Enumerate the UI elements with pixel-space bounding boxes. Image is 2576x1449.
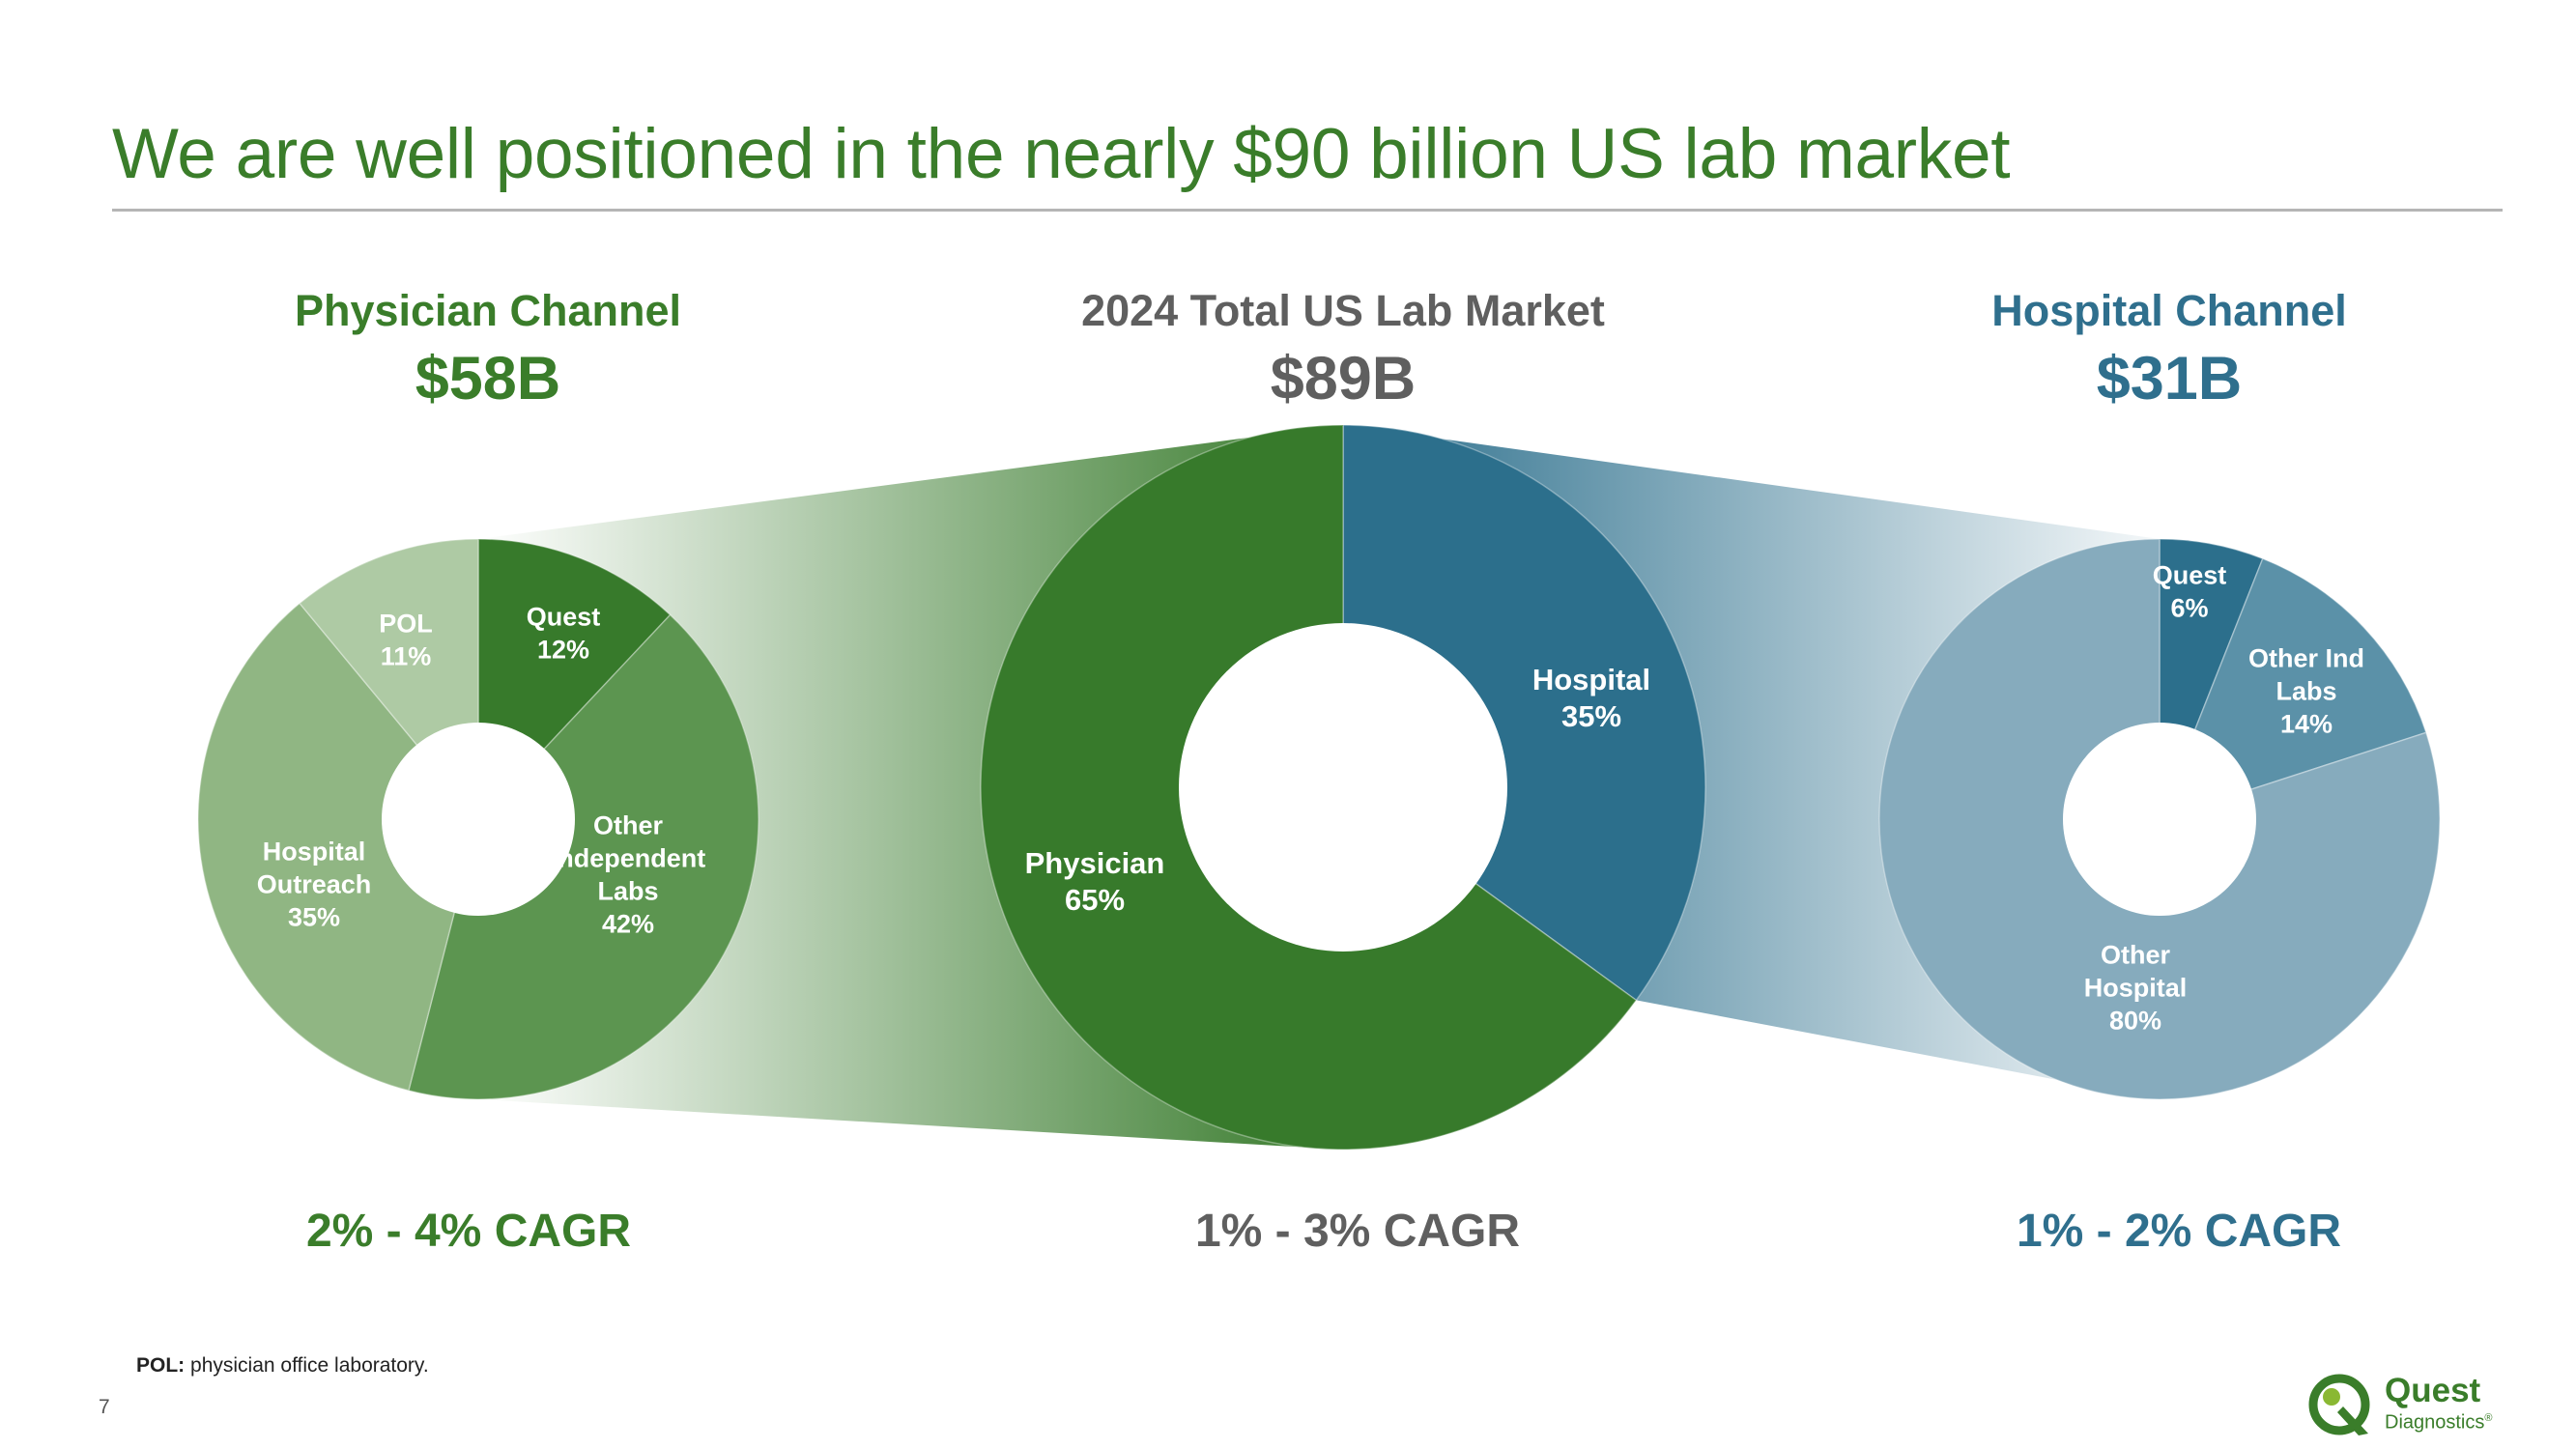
slice-label-line: Labs [2275, 676, 2336, 705]
cagr-physician-channel: 2% - 4% CAGR [306, 1206, 631, 1257]
quest-logo-icon [2308, 1374, 2370, 1435]
donut-physician-channel: Quest 12% Other Independent Labs 42% Hospital O… [197, 538, 759, 1100]
donut-hole [1179, 623, 1507, 952]
slice-label-line: 35% [1561, 699, 1621, 733]
slice-label-line: Other [593, 810, 664, 839]
slice-label-line: Physician [1025, 846, 1165, 880]
cagr-2024-total-us-lab-market: 1% - 3% CAGR [1195, 1206, 1520, 1257]
slice-label-line: POL [379, 609, 433, 638]
footnote-term: POL: [136, 1354, 186, 1377]
title-divider [112, 209, 2503, 212]
chart-total-physician-channel: $58B [415, 345, 561, 412]
slice-label-physician: Physician 65% [1025, 846, 1165, 917]
slice-label-quest: Quest 6% [2153, 560, 2227, 622]
chart-total-hospital-channel: $31B [2097, 345, 2243, 412]
chart-total-2024-total-us-lab-market: $89B [1271, 345, 1417, 412]
slice-label-line: 35% [288, 902, 340, 931]
donut-hospital-channel: Quest 6% Other Ind Labs 14% Other Hospital 80% [1878, 538, 2441, 1100]
slice-label-line: Outreach [257, 869, 372, 898]
slice-label-hospital-outreach: Hospital Outreach 35% [257, 837, 372, 931]
slice-label-line: 12% [537, 635, 589, 664]
slide-title: We are well positioned in the nearly $90… [112, 115, 2011, 193]
slice-label-line: Labs [597, 876, 658, 905]
donut-charts: Quest 12%Other Independent Labs 42%Hospital O… [197, 424, 2441, 1151]
slice-label-line: Hospital [1532, 663, 1650, 696]
quest-diagnostics-logo: Quest Diagnostics® [2304, 1370, 2517, 1437]
slice-label-line: Other Ind [2248, 643, 2364, 672]
cagr-hospital-channel: 1% - 2% CAGR [2017, 1206, 2341, 1257]
chart-title-physician-channel: Physician Channel [295, 286, 681, 335]
page-number: 7 [99, 1396, 110, 1418]
donut-2024-total-us-lab-market: Hospital 35% Physician 65% [980, 424, 1706, 1151]
slice-label-hospital: Hospital 35% [1532, 663, 1650, 733]
logo-text-quest: Quest [2385, 1372, 2481, 1409]
slice-label-line: Hospital [263, 837, 366, 866]
slice-label-line: Hospital [2084, 973, 2188, 1002]
donut-hole [382, 723, 575, 916]
slice-label-pol: POL 11% [379, 609, 433, 670]
slice-label-line: 80% [2109, 1006, 2161, 1035]
slice-label-line: Other [2101, 940, 2171, 969]
chart-title-2024-total-us-lab-market: 2024 Total US Lab Market [1081, 286, 1605, 335]
slice-label-quest: Quest 12% [527, 602, 601, 664]
slice-label-line: Independent [551, 843, 706, 872]
slice-label-line: 42% [602, 909, 654, 938]
slice-label-line: 65% [1065, 883, 1125, 917]
slice-physician-channel-other-independent-labs [407, 613, 759, 1100]
slice-label-line: 11% [381, 641, 432, 670]
slice-label-other-ind-labs: Other Ind Labs 14% [2248, 643, 2364, 738]
chart-title-hospital-channel: Hospital Channel [1991, 286, 2347, 335]
slice-physician-channel-hospital-outreach [197, 602, 479, 1092]
slice-label-line: Quest [527, 602, 601, 631]
slice-label-line: 6% [2170, 593, 2208, 622]
logo-text-diagnostics-word: Diagnostics [2385, 1411, 2485, 1434]
slice-label-line: 14% [2280, 709, 2333, 738]
footnote-text: physician office laboratory. [190, 1354, 429, 1377]
logo-text-diagnostics: Diagnostics® [2385, 1408, 2493, 1433]
footnote: POL: physician office laboratory. [136, 1354, 429, 1378]
slice-label-line: Quest [2153, 560, 2227, 589]
slice-2024-total-us-lab-market-hospital [1342, 424, 1706, 1002]
logo-registered-mark: ® [2484, 1412, 2493, 1424]
slice-label-other-hospital: Other Hospital 80% [2084, 940, 2188, 1035]
donut-hole [2063, 723, 2256, 916]
slice-label-other-independent-labs: Other Independent Labs 42% [551, 810, 706, 938]
chart-headers: Physician Channel $58B 2% - 4% CAGR 2024 To… [295, 286, 2347, 1257]
